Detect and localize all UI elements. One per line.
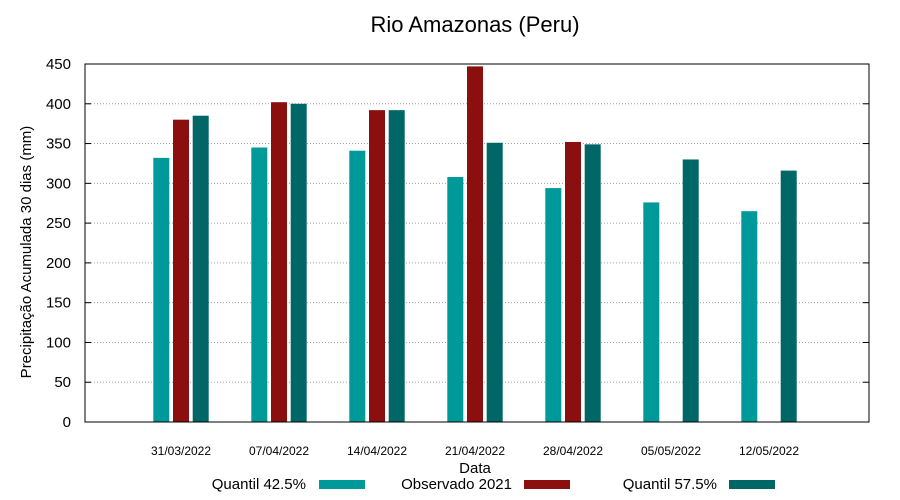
legend-swatch (524, 480, 570, 489)
x-tick-label: 28/04/2022 (543, 444, 603, 458)
bar (153, 157, 170, 422)
y-tick-label: 200 (46, 255, 71, 272)
bar (251, 147, 268, 423)
bar (643, 202, 660, 422)
y-tick-label: 450 (46, 56, 71, 73)
legend-label: Observado 2021 (401, 476, 512, 493)
y-tick-label: 50 (54, 374, 71, 391)
y-tick-label: 400 (46, 96, 71, 113)
bar (173, 119, 189, 422)
plot-frame (84, 63, 870, 423)
y-tick-label: 100 (46, 334, 71, 351)
bar (192, 115, 209, 422)
legend-label: Quantil 57.5% (623, 476, 717, 493)
y-tick-label: 0 (63, 414, 71, 431)
legend-label: Quantil 42.5% (212, 476, 306, 493)
bar (545, 188, 562, 422)
y-axis-ticks: 0 50 100 150 200 250 300 350 400 450 (46, 56, 869, 431)
legend-swatch (319, 480, 365, 489)
x-axis-ticks: 31/03/2022 07/04/2022 14/04/2022 21/04/2022… (151, 444, 799, 458)
bar (369, 110, 385, 423)
x-tick-label: 31/03/2022 (151, 444, 211, 458)
y-tick-label: 300 (46, 175, 71, 192)
bar (584, 144, 601, 422)
bar (780, 170, 797, 422)
y-tick-label: 350 (46, 136, 71, 153)
y-tick-label: 250 (46, 215, 71, 232)
x-tick-label: 14/04/2022 (347, 444, 407, 458)
bar (741, 211, 758, 422)
bar (565, 141, 581, 422)
x-tick-label: 12/05/2022 (739, 444, 799, 458)
legend: Quantil 42.5% Observado 2021 Quantil 57.5% (212, 476, 775, 493)
bar (447, 176, 464, 422)
bars (153, 66, 797, 423)
legend-swatch (729, 480, 775, 489)
y-tick-label: 150 (46, 295, 71, 312)
bar (682, 159, 699, 422)
x-tick-label: 05/05/2022 (641, 444, 701, 458)
chart-title: Rio Amazonas (Peru) (370, 12, 579, 37)
y-axis-label: Precipitação Acumulada 30 dias (mm) (18, 126, 35, 379)
x-tick-label: 21/04/2022 (445, 444, 505, 458)
bar (388, 110, 405, 423)
bar (349, 150, 366, 422)
bar (486, 142, 503, 422)
bar (467, 66, 483, 423)
bar (290, 103, 307, 423)
x-axis-label: Data (459, 460, 491, 477)
bar (271, 102, 287, 422)
x-tick-label: 07/04/2022 (249, 444, 309, 458)
